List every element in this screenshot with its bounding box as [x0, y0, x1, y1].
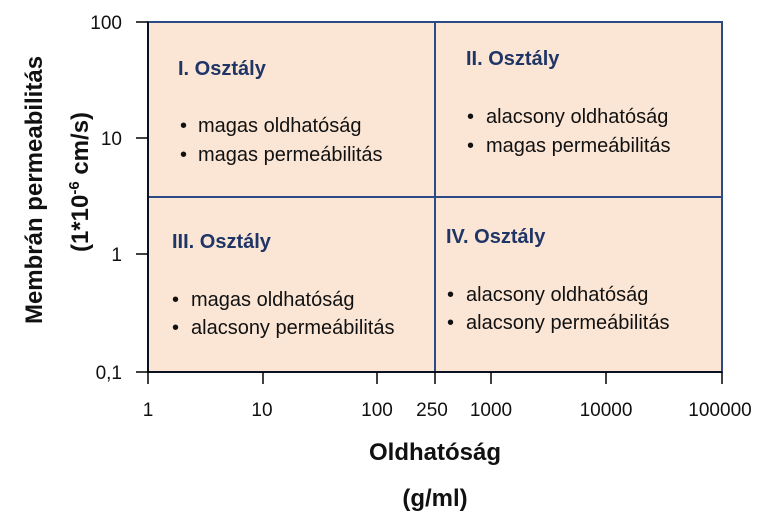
- quadrant-2-title: II. Osztály: [466, 48, 560, 70]
- quadrant-4-bullet-2-glyph: •: [447, 312, 454, 334]
- y-axis-unit: (1*10-6 cm/s): [66, 112, 94, 252]
- quadrant-1-bullet-2-glyph: •: [180, 144, 187, 166]
- quadrant-2-bullet-2: magas permeábilitás: [486, 135, 671, 157]
- x-tick-label-10000: 10000: [580, 400, 633, 421]
- y-tick-label-0-1: 0,1: [96, 363, 122, 384]
- y-tick-label-1: 1: [111, 245, 122, 266]
- quadrant-1-bullet-1-glyph: •: [180, 115, 187, 137]
- x-tick-label-10: 10: [251, 400, 272, 421]
- y-axis-title: Membrán permeabilitás: [21, 56, 48, 324]
- quadrant-3-bullet-2: alacsony permeábilitás: [191, 317, 394, 339]
- x-tick-label-250: 250: [416, 400, 448, 421]
- x-axis-title: Oldhatóság: [369, 439, 501, 466]
- quadrant-1-bullet-1: magas oldhatóság: [198, 115, 361, 137]
- quadrant-4-title: IV. Osztály: [446, 226, 546, 248]
- x-tick-label-100000: 100000: [688, 400, 751, 421]
- quadrant-3-bullet-1-glyph: •: [172, 289, 179, 311]
- quadrant-2-bullet-1-glyph: •: [467, 106, 474, 128]
- y-tick-label-10: 10: [101, 129, 122, 150]
- quadrant-4-bullet-2: alacsony permeábilitás: [466, 312, 669, 334]
- quadrant-3-title: III. Osztály: [172, 231, 272, 253]
- quadrant-3-bullet-2-glyph: •: [172, 317, 179, 339]
- y-tick-label-100: 100: [90, 13, 122, 34]
- quadrant-2-bullet-1: alacsony oldhatóság: [486, 106, 668, 128]
- x-tick-label-1000: 1000: [470, 400, 512, 421]
- y-axis-unit-post: cm/s): [67, 112, 94, 181]
- x-tick-label-100: 100: [361, 400, 393, 421]
- y-axis-unit-pre: (1*10: [67, 195, 94, 252]
- x-axis-unit: (g/ml): [402, 485, 467, 512]
- quadrant-1-title: I. Osztály: [178, 58, 267, 80]
- quadrant-4-bullet-1: alacsony oldhatóság: [466, 284, 648, 306]
- x-tick-label-1: 1: [143, 400, 154, 421]
- quadrant-4-bullet-1-glyph: •: [447, 284, 454, 306]
- quadrant-3-bullet-1: magas oldhatóság: [191, 289, 354, 311]
- quadrant-1-bullet-2: magas permeábilitás: [198, 144, 383, 166]
- y-axis-unit-sup: -6: [66, 181, 83, 194]
- quadrant-2-bullet-2-glyph: •: [467, 135, 474, 157]
